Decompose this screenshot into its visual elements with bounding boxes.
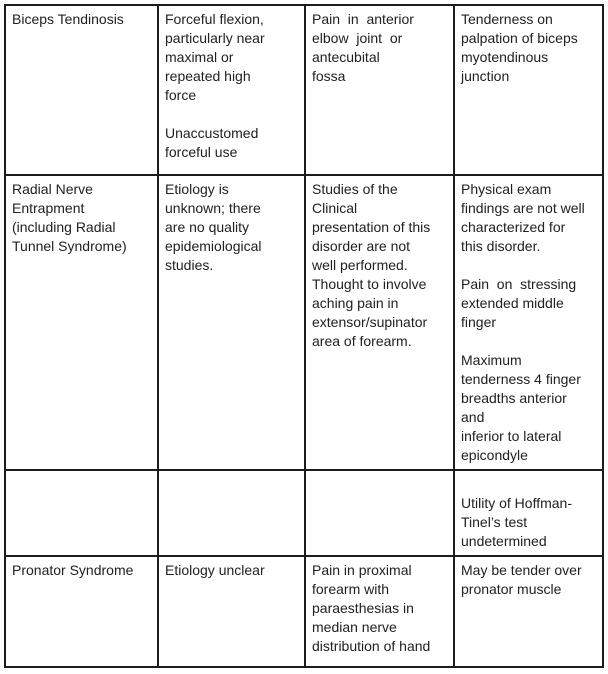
table-row: Pronator Syndrome Etiology unclear Pain …: [4, 555, 604, 668]
table-row: Radial Nerve Entrapment (including Radia…: [4, 174, 604, 471]
table-cell-condition: Radial Nerve Entrapment (including Radia…: [4, 174, 159, 471]
table-row: Biceps Tendinosis Forceful flexion, part…: [4, 4, 604, 176]
table-cell-symptoms: [304, 469, 455, 557]
table-row: Utility of Hoffman- Tinel’s test undeter…: [4, 469, 604, 557]
table-cell-symptoms: Studies of the Clinical presentation of …: [304, 174, 455, 471]
table-cell-exam-findings: Utility of Hoffman- Tinel’s test undeter…: [453, 469, 604, 557]
table-cell-condition: Biceps Tendinosis: [4, 4, 159, 176]
table-cell-condition: [4, 469, 159, 557]
table-cell-symptoms: Pain in anterior elbow joint or antecubi…: [304, 4, 455, 176]
table-cell-symptoms: Pain in proximal forearm with paraesthes…: [304, 555, 455, 668]
table-cell-etiology: Forceful flexion, particularly near maxi…: [157, 4, 306, 176]
table-cell-etiology: Etiology unclear: [157, 555, 306, 668]
elbow-disorders-table: Biceps Tendinosis Forceful flexion, part…: [4, 4, 604, 668]
table-cell-exam-findings: May be tender over pronator muscle: [453, 555, 604, 668]
document-page: Biceps Tendinosis Forceful flexion, part…: [4, 4, 604, 668]
table-cell-exam-findings: Tenderness on palpation of biceps myoten…: [453, 4, 604, 176]
table-cell-exam-findings: Physical exam findings are not well char…: [453, 174, 604, 471]
table-cell-etiology: Etiology is unknown; there are no qualit…: [157, 174, 306, 471]
table-cell-condition: Pronator Syndrome: [4, 555, 159, 668]
table-cell-etiology: [157, 469, 306, 557]
